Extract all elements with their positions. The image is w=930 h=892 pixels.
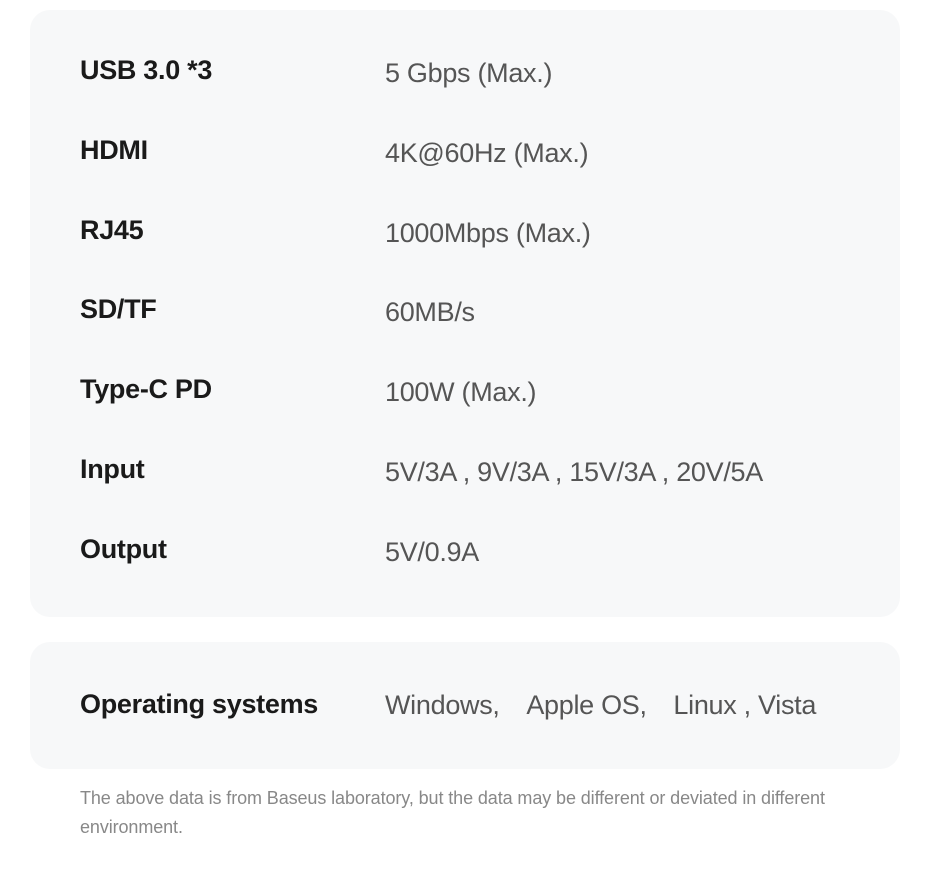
spec-value-input: 5V/3A , 9V/3A , 15V/3A , 20V/5A bbox=[385, 454, 763, 492]
spec-value-typec: 100W (Max.) bbox=[385, 374, 536, 412]
spec-row: RJ45 1000Mbps (Max.) bbox=[80, 215, 850, 253]
spec-label-usb: USB 3.0 *3 bbox=[80, 55, 385, 86]
spec-label-rj45: RJ45 bbox=[80, 215, 385, 246]
spec-value-rj45: 1000Mbps (Max.) bbox=[385, 215, 591, 253]
os-row: Operating systems Windows, Apple OS, Lin… bbox=[80, 687, 850, 725]
spec-value-sdtf: 60MB/s bbox=[385, 294, 475, 332]
spec-label-output: Output bbox=[80, 534, 385, 565]
spec-row: HDMI 4K@60Hz (Max.) bbox=[80, 135, 850, 173]
spec-value-output: 5V/0.9A bbox=[385, 534, 479, 572]
spec-row: Type-C PD 100W (Max.) bbox=[80, 374, 850, 412]
os-value: Windows, Apple OS, Linux , Vista bbox=[385, 687, 816, 725]
os-card: Operating systems Windows, Apple OS, Lin… bbox=[30, 642, 900, 770]
spec-label-sdtf: SD/TF bbox=[80, 294, 385, 325]
spec-row: USB 3.0 *3 5 Gbps (Max.) bbox=[80, 55, 850, 93]
spec-row: SD/TF 60MB/s bbox=[80, 294, 850, 332]
spec-row: Input 5V/3A , 9V/3A , 15V/3A , 20V/5A bbox=[80, 454, 850, 492]
spec-row: Output 5V/0.9A bbox=[80, 534, 850, 572]
os-label: Operating systems bbox=[80, 687, 385, 722]
spec-label-hdmi: HDMI bbox=[80, 135, 385, 166]
spec-label-input: Input bbox=[80, 454, 385, 485]
spec-label-typec: Type-C PD bbox=[80, 374, 385, 405]
spec-value-usb: 5 Gbps (Max.) bbox=[385, 55, 552, 93]
footnote-text: The above data is from Baseus laboratory… bbox=[80, 784, 850, 842]
specs-card: USB 3.0 *3 5 Gbps (Max.) HDMI 4K@60Hz (M… bbox=[30, 10, 900, 617]
spec-value-hdmi: 4K@60Hz (Max.) bbox=[385, 135, 588, 173]
